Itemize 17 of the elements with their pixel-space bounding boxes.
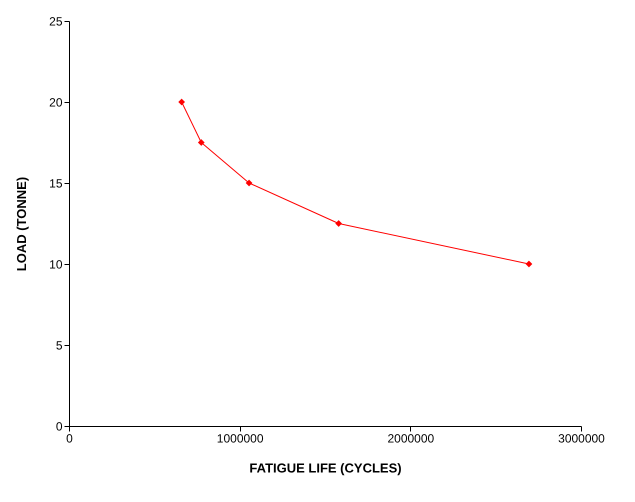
- point: [526, 260, 532, 268]
- x-axis-title: FATIGUE LIFE (CYCLES): [249, 460, 402, 476]
- y-tick-label: 10: [49, 258, 63, 272]
- point: [198, 139, 205, 146]
- y-tick-label: 20: [49, 96, 63, 110]
- y-tick-label: 5: [56, 338, 63, 352]
- y-axis-title: LOAD (TONNE): [14, 176, 30, 272]
- x-tick-label: 0: [66, 432, 74, 446]
- point: [335, 220, 342, 227]
- x-tick-label: 3000000: [558, 432, 606, 446]
- point: [178, 98, 185, 106]
- x-tick-label: 1000000: [216, 432, 264, 446]
- y-tick-label: 15: [49, 176, 63, 190]
- point: [246, 180, 252, 186]
- y-tick-label: 25: [49, 14, 63, 28]
- y-tick-label: 0: [56, 420, 63, 434]
- x-tick-label: 2000000: [387, 432, 435, 446]
